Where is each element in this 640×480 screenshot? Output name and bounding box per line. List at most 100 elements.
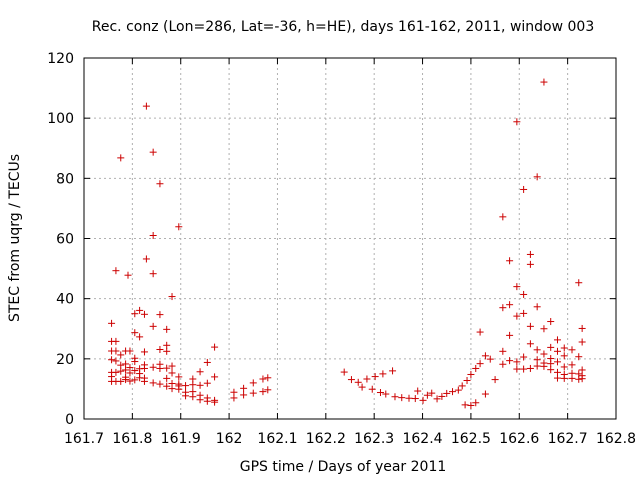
data-point — [526, 322, 534, 330]
data-point — [398, 394, 406, 402]
data-point — [391, 393, 399, 401]
data-point — [358, 383, 366, 391]
data-point — [259, 375, 267, 383]
data-point — [211, 398, 219, 406]
data-point — [371, 373, 379, 381]
data-point — [131, 329, 139, 337]
x-tick-label: 162.2 — [306, 431, 346, 447]
x-tick-label: 162.3 — [354, 431, 394, 447]
data-point — [520, 353, 528, 361]
data-point — [547, 360, 555, 368]
x-tick-label: 161.9 — [161, 431, 201, 447]
data-point — [136, 333, 144, 341]
data-point — [156, 311, 164, 319]
data-point — [108, 319, 116, 327]
data-point — [196, 368, 204, 376]
data-point — [533, 303, 541, 311]
data-point — [363, 375, 371, 383]
data-point — [553, 336, 561, 344]
data-point — [454, 386, 462, 394]
data-point — [540, 362, 548, 370]
data-point — [117, 351, 125, 359]
data-point — [112, 357, 120, 365]
data-point — [182, 392, 190, 400]
data-point — [122, 360, 130, 368]
data-point — [140, 374, 148, 382]
data-point — [560, 374, 568, 382]
data-point — [347, 376, 355, 384]
data-point — [506, 257, 514, 265]
data-point — [513, 365, 521, 373]
data-point — [140, 364, 148, 372]
data-point — [189, 381, 197, 389]
y-tick-label: 100 — [47, 111, 74, 127]
data-point — [428, 389, 436, 397]
data-point — [175, 223, 183, 231]
data-point — [568, 346, 576, 354]
data-point — [499, 304, 507, 312]
data-point — [264, 374, 272, 382]
data-point — [122, 376, 130, 384]
data-point — [499, 347, 507, 355]
data-point — [472, 364, 480, 372]
data-point — [414, 387, 422, 395]
data-point — [526, 250, 534, 258]
data-point — [156, 380, 164, 388]
data-point — [131, 310, 139, 318]
data-point — [156, 180, 164, 188]
data-point — [163, 364, 171, 372]
data-point — [513, 312, 521, 320]
data-point — [560, 344, 568, 352]
data-point — [203, 358, 211, 366]
data-point — [175, 373, 183, 381]
data-point — [240, 384, 248, 392]
data-point — [131, 367, 139, 375]
data-point — [433, 395, 441, 403]
data-point — [168, 362, 176, 370]
data-point — [506, 331, 514, 339]
data-point — [376, 389, 384, 397]
data-point — [163, 347, 171, 355]
data-point — [467, 370, 475, 378]
data-point — [533, 362, 541, 370]
data-point — [368, 385, 376, 393]
data-point — [506, 357, 514, 365]
data-point — [463, 376, 471, 384]
data-point — [189, 393, 197, 401]
data-point — [486, 355, 494, 363]
data-point — [156, 346, 164, 354]
data-point — [467, 401, 475, 409]
data-point — [578, 338, 586, 346]
data-point — [131, 376, 139, 384]
data-point — [520, 309, 528, 317]
data-point — [140, 348, 148, 356]
data-point — [513, 358, 521, 366]
data-point — [230, 394, 238, 402]
data-point — [389, 367, 397, 375]
data-point — [112, 267, 120, 275]
data-point — [506, 301, 514, 309]
data-point — [438, 392, 446, 400]
data-point — [513, 118, 521, 126]
data-point — [520, 185, 528, 193]
y-tick-label: 0 — [65, 412, 74, 428]
data-point — [382, 390, 390, 398]
data-point — [156, 364, 164, 372]
data-point — [196, 396, 204, 404]
data-point — [182, 382, 190, 390]
data-point — [203, 379, 211, 387]
y-tick-label: 80 — [56, 171, 74, 187]
data-point — [163, 374, 171, 382]
x-tick-label: 161.8 — [112, 431, 152, 447]
data-point — [126, 369, 134, 377]
data-point — [163, 382, 171, 390]
data-point — [540, 325, 548, 333]
data-point — [547, 366, 555, 374]
x-tick-label: 162.6 — [499, 431, 539, 447]
data-point — [149, 270, 157, 278]
x-tick-label: 162.1 — [257, 431, 297, 447]
data-point — [122, 366, 130, 374]
data-point — [476, 328, 484, 336]
data-point — [575, 375, 583, 383]
data-point — [575, 353, 583, 361]
